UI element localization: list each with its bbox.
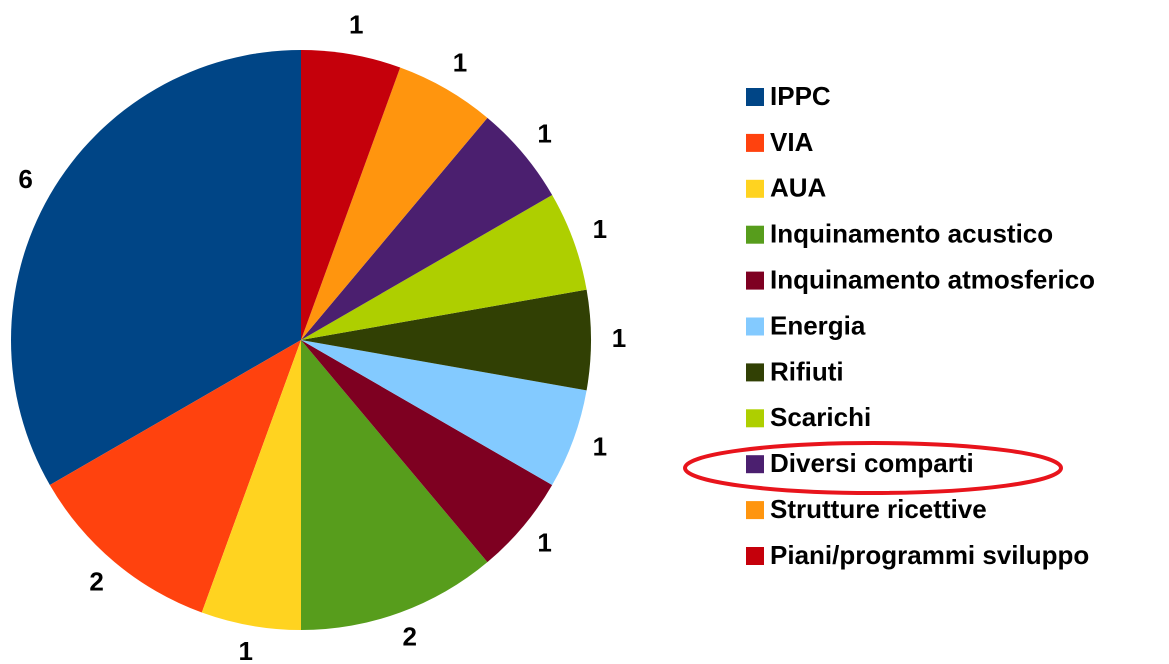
pie-slice [10, 50, 302, 485]
highlight-ellipse [683, 441, 1063, 495]
legend-swatch [746, 317, 764, 336]
legend-swatch [746, 363, 764, 382]
legend-label: IPPC [770, 81, 831, 111]
legend-label: Energia [770, 310, 866, 340]
pie-slice [301, 340, 553, 563]
legend-swatch [746, 409, 764, 428]
legend-label: Piani/programmi sviluppo [770, 540, 1089, 570]
legend-label: Strutture ricettive [770, 494, 987, 524]
legend-swatch [746, 133, 764, 152]
data-label: 1 [593, 432, 607, 462]
legend-swatch [746, 547, 764, 565]
legend-swatch [746, 501, 764, 520]
legend-label: Inquinamento acustico [770, 219, 1053, 249]
data-label: 6 [18, 164, 32, 194]
data-label: 1 [612, 323, 626, 353]
pie-slice [201, 340, 301, 630]
legend-label: Diversi comparti [770, 448, 974, 478]
pie-slice [301, 289, 591, 391]
pie-slice [301, 50, 401, 340]
pie-slice [301, 117, 553, 341]
legend-label: VIA [770, 127, 814, 157]
pie-slice [49, 340, 302, 613]
legend-swatch [746, 179, 764, 198]
legend-label: Scarichi [770, 402, 871, 432]
legend-label: AUA [770, 173, 827, 203]
data-label: 1 [537, 118, 551, 148]
legend-swatch [746, 225, 764, 244]
pie-slice [301, 67, 488, 341]
data-label: 1 [537, 527, 551, 557]
pie-slice [301, 195, 587, 340]
data-label: 2 [89, 566, 103, 596]
data-label: 1 [349, 10, 363, 40]
legend-label: Inquinamento atmosferico [770, 264, 1095, 294]
data-label: 1 [453, 47, 467, 77]
legend-label: Rifiuti [770, 356, 844, 386]
data-label: 2 [403, 622, 417, 652]
legend-swatch [746, 271, 764, 290]
legend-swatch [746, 88, 764, 106]
legend-swatch [746, 455, 764, 474]
data-label: 1 [593, 214, 607, 244]
data-label: 1 [239, 636, 253, 664]
pie-slice [301, 340, 587, 485]
pie-slice [301, 340, 488, 630]
